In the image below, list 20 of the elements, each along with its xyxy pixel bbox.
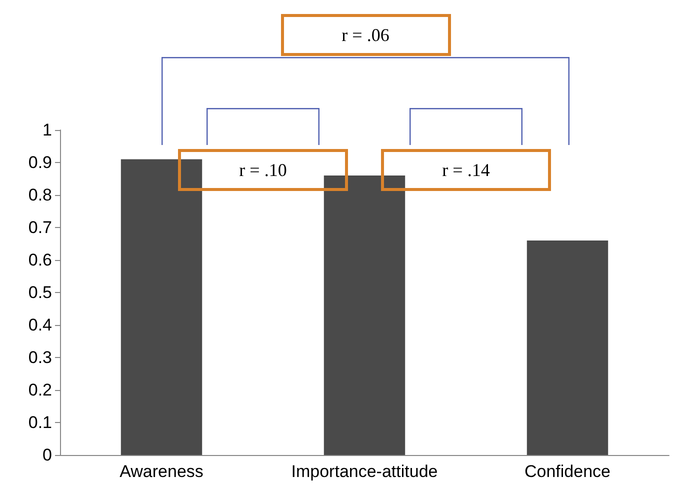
y-tick-label: 0.1 xyxy=(28,413,52,432)
x-tick-label: Confidence xyxy=(524,462,611,481)
y-tick-label: 0 xyxy=(42,446,52,464)
y-tick-label: 0.8 xyxy=(28,186,52,204)
y-tick-label: 1 xyxy=(42,120,52,140)
y-tick-label: 0.6 xyxy=(28,250,52,270)
y-tick-label: 0.2 xyxy=(28,380,52,400)
y-tick-label: 0.7 xyxy=(28,218,52,237)
x-tick-label: Importance-attitude xyxy=(291,462,438,481)
y-tick-label: 0.5 xyxy=(28,283,52,302)
y-tick-label: 0.4 xyxy=(28,316,52,334)
bar xyxy=(324,176,406,455)
x-tick-label: Awareness xyxy=(120,462,204,481)
bar xyxy=(526,240,608,455)
text: r = .06 xyxy=(280,14,450,56)
annotation: r = .14 xyxy=(381,149,551,191)
annotation: r = .10 xyxy=(178,149,348,191)
y-tick-label: 0.9 xyxy=(28,153,52,172)
bar xyxy=(120,159,202,455)
y-tick-label: 0.3 xyxy=(28,348,52,367)
